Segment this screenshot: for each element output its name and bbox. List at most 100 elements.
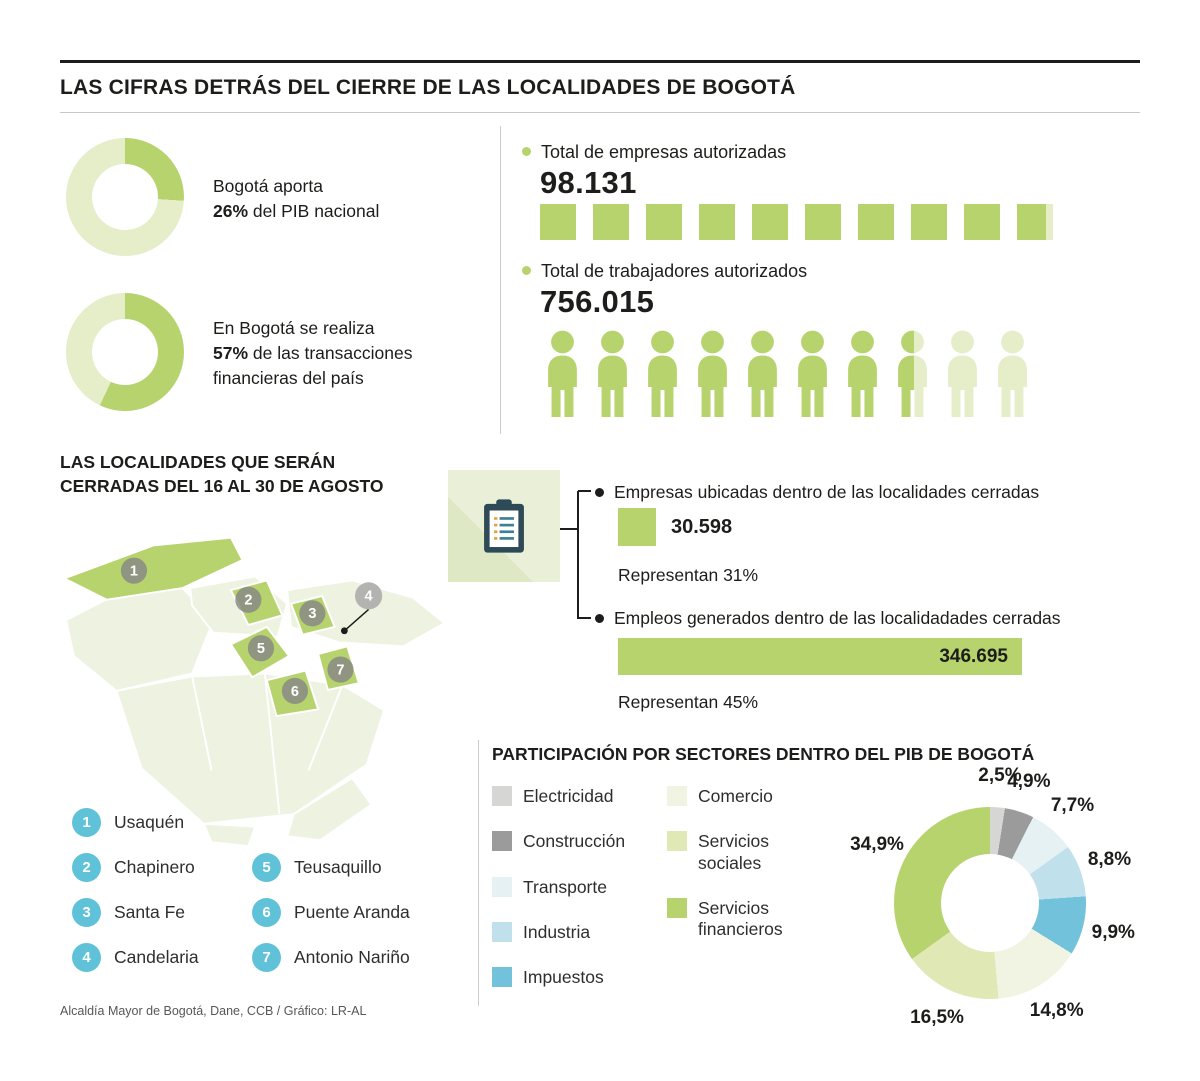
map-marker-3: 3 — [308, 606, 316, 622]
sector-label: Industria — [523, 922, 591, 943]
company-square-icon — [911, 204, 947, 240]
title-underline — [60, 112, 1140, 113]
top-rule — [60, 60, 1140, 63]
company-square-icon — [540, 204, 576, 240]
green-bullet-icon — [522, 266, 531, 275]
top-vertical-divider — [500, 126, 501, 434]
locality-name-label: Santa Fe — [114, 902, 186, 922]
company-square-icon — [646, 204, 682, 240]
sector-label: Transporte — [523, 876, 607, 897]
company-square-icon — [699, 204, 735, 240]
closure-jobs-value: 346.695 — [939, 645, 1008, 667]
company-square-icon — [752, 204, 788, 240]
sector-percentage-label: 14,8% — [1029, 1000, 1084, 1022]
map-markers: 1 2 3 4 5 6 7 — [120, 557, 383, 704]
closure-companies-value-row: 30.598 — [618, 508, 732, 546]
closure-jobs-note: Representan 45% — [618, 692, 759, 712]
sector-color-swatch — [492, 967, 512, 988]
locality-name-label: Antonio Nariño — [294, 947, 410, 967]
sector-label: Electricidad — [523, 786, 614, 806]
marker4-pointer-dot — [340, 627, 348, 635]
green-bullet-icon — [522, 147, 531, 156]
workers-stat-text: Total de trabajadores autorizados — [541, 261, 808, 281]
locality-legend-item: 5 Teusaquillo — [252, 853, 410, 882]
map-marker-6: 6 — [291, 684, 299, 700]
sectors-heading: PARTICIPACIÓN POR SECTORES DENTRO DEL PI… — [492, 744, 1035, 764]
marker-4-circle — [355, 582, 383, 610]
clipboard-icon — [484, 499, 524, 553]
sector-label: Servicios sociales — [698, 831, 769, 873]
sector-percentage-label: 7,7% — [1050, 795, 1095, 817]
sector-percentage-label: 34,9% — [850, 833, 904, 855]
sectors-legend-column-1: Electricidad Construcción Transporte Indust… — [492, 786, 657, 989]
sector-label: Servicios financieros — [698, 898, 783, 940]
localities-legend-column-1: 1 Usaquén 2 Chapinero 3 Santa Fe 4 Candelaria — [72, 808, 199, 972]
worker-icon — [848, 330, 877, 417]
pib-caption: Bogotá aporta 26% del PIB nacional — [213, 174, 457, 224]
sectors-donut-chart — [894, 807, 1086, 999]
locality-number-badge: 4 — [72, 943, 101, 972]
transactions-caption: En Bogotá se realiza 57% de las transacci… — [213, 316, 457, 391]
map-marker-4: 4 — [365, 589, 373, 605]
worker-icon — [898, 330, 927, 417]
sector-legend-item: Construcción — [492, 831, 657, 852]
sector-legend-item: Industria — [492, 922, 657, 943]
sector-label: Comercio — [698, 786, 773, 806]
pib-donut-chart — [66, 138, 184, 256]
sectors-donut-hole — [941, 854, 1039, 952]
locality-legend-item: 3 Santa Fe — [72, 898, 199, 927]
transactions-donut-chart — [66, 293, 184, 411]
workers-pictogram — [540, 330, 1035, 417]
locality-number-badge: 1 — [72, 808, 101, 837]
companies-pictogram — [540, 204, 1053, 240]
locality-name-label: Teusaquillo — [294, 857, 382, 877]
company-square-icon — [593, 204, 629, 240]
connector-stub-top — [578, 490, 591, 492]
pib-donut-hole — [92, 164, 158, 230]
connector-vertical-line — [577, 491, 579, 619]
map-marker-1: 1 — [130, 564, 138, 580]
sector-percentage-label: 9,9% — [1091, 922, 1135, 944]
sector-color-swatch — [492, 786, 512, 806]
worker-icon — [548, 330, 577, 417]
sector-color-swatch — [492, 831, 512, 852]
sector-color-swatch — [667, 786, 687, 806]
transactions-caption-pre: En Bogotá se realiza — [213, 318, 375, 338]
sector-legend-item: Transporte — [492, 876, 657, 898]
worker-icon — [998, 330, 1027, 417]
locality-number-badge: 5 — [252, 853, 281, 882]
map-marker-5: 5 — [257, 641, 265, 657]
locality-legend-item: 1 Usaquén — [72, 808, 199, 837]
sector-color-swatch — [492, 876, 512, 897]
worker-icon — [748, 330, 777, 417]
sector-label: Impuestos — [523, 967, 604, 988]
locality-name-label: Puente Aranda — [294, 902, 410, 922]
source-credit: Alcaldía Mayor de Bogotá, Dane, CCB / Gr… — [60, 1004, 367, 1018]
worker-icon — [698, 330, 727, 417]
closure-jobs-title-text: Empleos generados dentro de las localida… — [614, 608, 1061, 628]
company-square-icon — [964, 204, 1000, 240]
sector-color-swatch — [492, 922, 512, 943]
worker-icon — [648, 330, 677, 417]
companies-stat-label: Total de empresas autorizadas — [522, 142, 786, 163]
sectors-donut-wrap: 2,5% 4,9% 7,7% 8,8% 9,9% 14,8% 16,5% 34,9% — [818, 750, 1162, 1056]
bottom-vertical-divider — [478, 740, 479, 1006]
closure-companies-title-text: Empresas ubicadas dentro de las localida… — [614, 482, 1040, 502]
pib-caption-pre: Bogotá aporta — [213, 176, 323, 196]
locality-legend-item: 2 Chapinero — [72, 853, 199, 882]
closure-jobs-bar: 346.695 — [618, 638, 1022, 675]
sector-color-swatch — [667, 831, 687, 852]
sectors-legend-column-2: Comercio Servicios sociales Servicios fina… — [667, 786, 817, 941]
sector-legend-item: Impuestos — [492, 967, 657, 988]
worker-icon — [798, 330, 827, 417]
worker-icon — [598, 330, 627, 417]
transactions-caption-value: 57% — [213, 342, 249, 363]
workers-stat-value: 756.015 — [540, 284, 655, 319]
marker4-pointer-line — [343, 608, 370, 632]
company-square-icon — [858, 204, 894, 240]
localities-legend-column-2: 5 Teusaquillo 6 Puente Aranda 7 Antonio Nariñ… — [252, 808, 410, 972]
black-bullet-icon — [595, 614, 604, 623]
green-square-icon — [618, 508, 656, 546]
sector-legend-item: Servicios financieros — [667, 898, 817, 941]
